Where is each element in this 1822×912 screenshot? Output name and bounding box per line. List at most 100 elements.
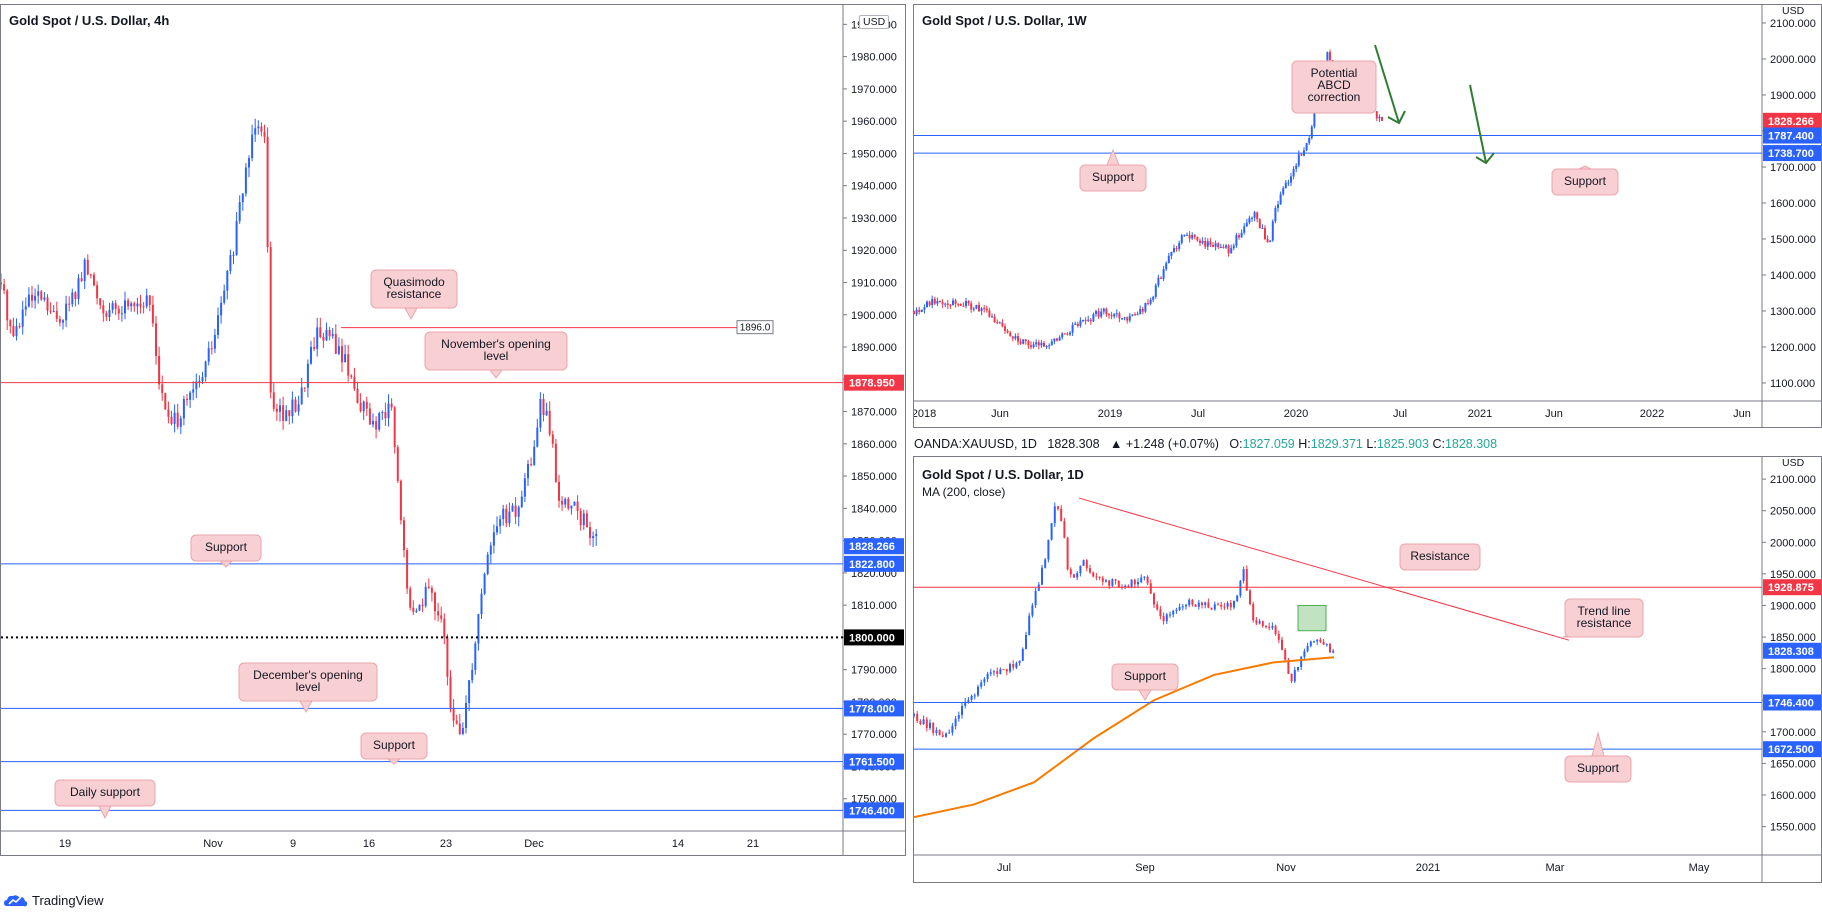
candle-body [71,292,74,305]
candle-body [455,720,458,724]
chart-panel-4h[interactable]: 1750.0001760.0001770.0001780.0001790.000… [0,4,906,856]
candle-body [440,615,443,619]
candle-body [1308,137,1311,144]
price-label-box [1763,112,1821,129]
candle-body [964,701,967,706]
candle-body [589,527,591,539]
candle-body [223,290,226,303]
candle-body [1282,188,1285,195]
ma-200-line [914,656,1335,819]
chart-title-1w: Gold Spot / U.S. Dollar, 1W [920,13,1089,28]
candle-body [399,480,402,521]
x-tick-label: 2021 [1468,408,1492,420]
candle-body [1044,559,1047,568]
price-label-box [1763,127,1821,144]
candle-body [1223,606,1226,608]
candle-body [1079,565,1082,574]
candle-body [1009,332,1012,337]
candle-body [158,355,161,385]
candle-body [213,335,216,349]
candle-body [269,247,272,393]
chart-1d-svg[interactable]: 1550.0001600.0001650.0001700.0001750.000… [914,457,1822,883]
x-tick-label: 2022 [1640,408,1664,420]
candle-body [120,313,123,315]
candle-body [1028,615,1031,635]
ma-indicator-label: MA (200, close) [922,485,1006,499]
y-tick-label: 1850.000 [1770,632,1816,644]
candle-body [68,303,71,305]
candle-body [1287,182,1290,184]
callout-box [424,331,568,371]
candle-body [539,399,542,428]
candle-body [973,695,976,697]
candle-body [1173,248,1175,252]
candle-body [592,536,595,539]
trend-line [1078,497,1570,641]
candle-body [914,311,915,315]
candle-body [356,388,359,404]
candle-body [334,333,337,354]
candle-body [217,315,219,336]
chart-panel-1d[interactable]: 1550.0001600.0001650.0001700.0001750.000… [913,456,1822,883]
candle-body [65,303,68,321]
candle-body [951,726,954,733]
candle-body [980,682,983,687]
candle-body [1185,605,1187,607]
candle-body [1197,602,1200,607]
candle-body [1170,251,1173,256]
candle-body [1220,604,1223,607]
y-tick-label: 1770.000 [851,729,897,741]
tradingview-logo[interactable]: TradingView [4,893,104,908]
candle-body [1153,593,1155,605]
candle-body [1292,168,1295,177]
candle-body [1188,599,1191,606]
candle-body [1239,580,1242,596]
currency-label-1d: USD [1782,457,1805,469]
y-tick-label: 2100.000 [1770,18,1816,30]
callout-pointer [489,369,503,379]
price-label: 1746.400 [849,805,895,817]
candle-body [595,533,598,537]
abcd-arrow-2 [1469,84,1495,165]
candle-body [108,309,111,318]
candle-body [1222,247,1225,249]
chart-title-1d: Gold Spot / U.S. Dollar, 1D [920,467,1086,482]
candle-body [1225,245,1227,248]
candle-body [1217,243,1220,248]
candle-body [1256,212,1259,220]
candle-body [1217,604,1219,606]
candle-body [517,507,520,517]
candle-body [1326,52,1329,67]
candle-body [1178,606,1181,610]
chart-4h-svg[interactable]: 1750.0001760.0001770.0001780.0001790.000… [1,5,906,856]
currency-button-4h[interactable]: USD [859,15,890,29]
candle-body [527,463,529,479]
candle-body [1141,308,1144,312]
candle-body [1124,585,1127,588]
candle-body [965,301,967,307]
candle-body [1251,217,1253,219]
candle-body [244,167,247,194]
candle-body [1057,506,1059,509]
candle-body [58,318,61,323]
candle-body [1271,221,1274,241]
candle-body [564,498,567,505]
candle-body [1235,235,1238,246]
candle-body [1031,605,1034,616]
chart-1w-svg[interactable]: 1100.000 1200.000 1300.000 1400.000 1500.000… [914,5,1822,428]
chart-panel-1w[interactable]: 1100.000 1200.000 1300.000 1400.000 1500.000… [913,4,1822,428]
candle-body [967,699,970,702]
candle-body [530,463,533,465]
y-tick-label: 1850.000 [851,471,897,483]
candle-body [1252,604,1255,621]
candle-body [957,303,960,305]
callout-text: resistance [1577,616,1632,630]
y-tick-label: 1500.000 [1770,234,1816,246]
candle-body [1137,582,1139,585]
candle-body [489,545,492,555]
candle-body [1162,269,1165,279]
y-tick-label: 1400.000 [1770,270,1816,282]
candle-body [1089,319,1092,322]
y-tick-label: 1810.000 [851,600,897,612]
candle-body [365,401,368,409]
